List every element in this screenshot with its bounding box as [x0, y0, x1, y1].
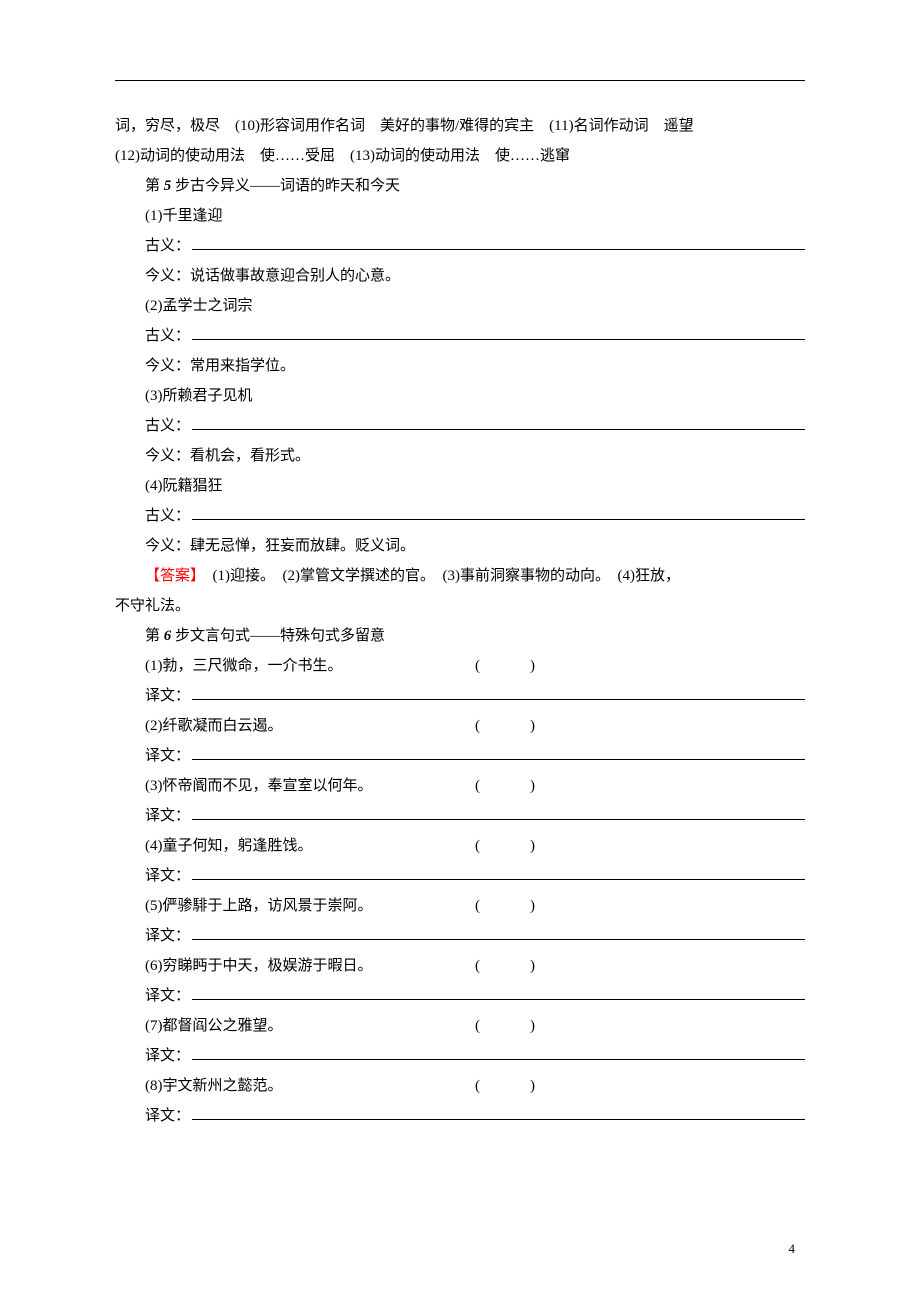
translate-label: 译文：	[115, 981, 190, 1011]
step6-sentence: (3)怀帝阍而不见，奉宣室以何年。()	[115, 771, 805, 801]
step6-translate: 译文：	[115, 741, 805, 771]
blank-line	[192, 924, 805, 941]
blank-line	[192, 744, 805, 761]
step6-title-text: 步文言句式——特殊句式多留意	[171, 628, 385, 644]
step5-title-text: 步古今异义——词语的昨天和今天	[171, 178, 400, 194]
paren-blank: ()	[475, 831, 535, 861]
step5-item-jin: 今义：肆无忌惮，狂妄而放肆。贬义词。	[115, 531, 805, 561]
step5-item-phrase: (4)阮籍猖狂	[115, 471, 805, 501]
step6-translate: 译文：	[115, 921, 805, 951]
translate-label: 译文：	[115, 1101, 190, 1131]
blank-line	[192, 1044, 805, 1061]
blank-line	[192, 1104, 805, 1121]
step6-prefix: 第	[145, 628, 164, 644]
paren-blank: ()	[475, 1071, 535, 1101]
blank-line	[192, 504, 805, 521]
step6-sentence: (5)俨骖騑于上路，访风景于崇阿。()	[115, 891, 805, 921]
step6-translate: 译文：	[115, 1041, 805, 1071]
page-number: 4	[789, 1241, 796, 1257]
answer-label: 【答案】	[145, 568, 198, 584]
blank-line	[192, 804, 805, 821]
step6-sentence: (7)都督阎公之雅望。()	[115, 1011, 805, 1041]
blank-line	[192, 984, 805, 1001]
blank-line	[192, 414, 805, 431]
gu-label: 古义：	[115, 321, 190, 351]
step5-item-phrase: (2)孟学士之词宗	[115, 291, 805, 321]
blank-line	[192, 234, 805, 251]
blank-line	[192, 864, 805, 881]
step6-title: 第 6 步文言句式——特殊句式多留意	[115, 621, 805, 651]
sentence-text: (7)都督阎公之雅望。	[115, 1011, 475, 1041]
translate-label: 译文：	[115, 681, 190, 711]
step6-sentence: (2)纤歌凝而白云遏。()	[115, 711, 805, 741]
step6-sentence: (1)勃，三尺微命，一介书生。()	[115, 651, 805, 681]
step5-item-jin: 今义：看机会，看形式。	[115, 441, 805, 471]
step5-title: 第 5 步古今异义——词语的昨天和今天	[115, 171, 805, 201]
step6-sentence: (8)宇文新州之懿范。()	[115, 1071, 805, 1101]
step5-prefix: 第	[145, 178, 164, 194]
translate-label: 译文：	[115, 801, 190, 831]
intro-line-2: (12)动词的使动用法 使……受屈 (13)动词的使动用法 使……逃窜	[115, 141, 805, 171]
intro-line-1: 词，穷尽，极尽 (10)形容词用作名词 美好的事物/难得的宾主 (11)名词作动…	[115, 111, 805, 141]
sentence-text: (3)怀帝阍而不见，奉宣室以何年。	[115, 771, 475, 801]
paren-blank: ()	[475, 891, 535, 921]
step5-items: (1)千里逢迎古义：今义：说话做事故意迎合别人的心意。(2)孟学士之词宗古义：今…	[115, 201, 805, 561]
step5-item-jin: 今义：说话做事故意迎合别人的心意。	[115, 261, 805, 291]
step6-translate: 译文：	[115, 981, 805, 1011]
step6-items: (1)勃，三尺微命，一介书生。()译文：(2)纤歌凝而白云遏。()译文：(3)怀…	[115, 651, 805, 1131]
step5-item-gu: 古义：	[115, 411, 805, 441]
paren-blank: ()	[475, 771, 535, 801]
step5-answer: 【答案】 (1)迎接。 (2)掌管文学撰述的官。 (3)事前洞察事物的动向。 (…	[115, 561, 805, 591]
sentence-text: (8)宇文新州之懿范。	[115, 1071, 475, 1101]
step6-translate: 译文：	[115, 801, 805, 831]
translate-label: 译文：	[115, 921, 190, 951]
paren-blank: ()	[475, 651, 535, 681]
top-divider	[115, 80, 805, 81]
translate-label: 译文：	[115, 1041, 190, 1071]
gu-label: 古义：	[115, 231, 190, 261]
sentence-text: (6)穷睇眄于中天，极娱游于暇日。	[115, 951, 475, 981]
step6-sentence: (4)童子何知，躬逢胜饯。()	[115, 831, 805, 861]
sentence-text: (4)童子何知，躬逢胜饯。	[115, 831, 475, 861]
step5-item-gu: 古义：	[115, 231, 805, 261]
step5-item-phrase: (3)所赖君子见机	[115, 381, 805, 411]
paren-blank: ()	[475, 951, 535, 981]
step5-item-gu: 古义：	[115, 321, 805, 351]
blank-line	[192, 324, 805, 341]
gu-label: 古义：	[115, 411, 190, 441]
paren-blank: ()	[475, 1011, 535, 1041]
step5-item-phrase: (1)千里逢迎	[115, 201, 805, 231]
step6-translate: 译文：	[115, 861, 805, 891]
gu-label: 古义：	[115, 501, 190, 531]
step6-sentence: (6)穷睇眄于中天，极娱游于暇日。()	[115, 951, 805, 981]
translate-label: 译文：	[115, 861, 190, 891]
step5-item-gu: 古义：	[115, 501, 805, 531]
answer-text: (1)迎接。 (2)掌管文学撰述的官。 (3)事前洞察事物的动向。 (4)狂放，	[198, 568, 680, 584]
step5-item-jin: 今义：常用来指学位。	[115, 351, 805, 381]
step5-answer-cont: 不守礼法。	[115, 591, 805, 621]
sentence-text: (5)俨骖騑于上路，访风景于崇阿。	[115, 891, 475, 921]
sentence-text: (2)纤歌凝而白云遏。	[115, 711, 475, 741]
step6-translate: 译文：	[115, 1101, 805, 1131]
translate-label: 译文：	[115, 741, 190, 771]
step6-translate: 译文：	[115, 681, 805, 711]
paren-blank: ()	[475, 711, 535, 741]
page-content: 词，穷尽，极尽 (10)形容词用作名词 美好的事物/难得的宾主 (11)名词作动…	[0, 0, 920, 1191]
sentence-text: (1)勃，三尺微命，一介书生。	[115, 651, 475, 681]
blank-line	[192, 684, 805, 701]
